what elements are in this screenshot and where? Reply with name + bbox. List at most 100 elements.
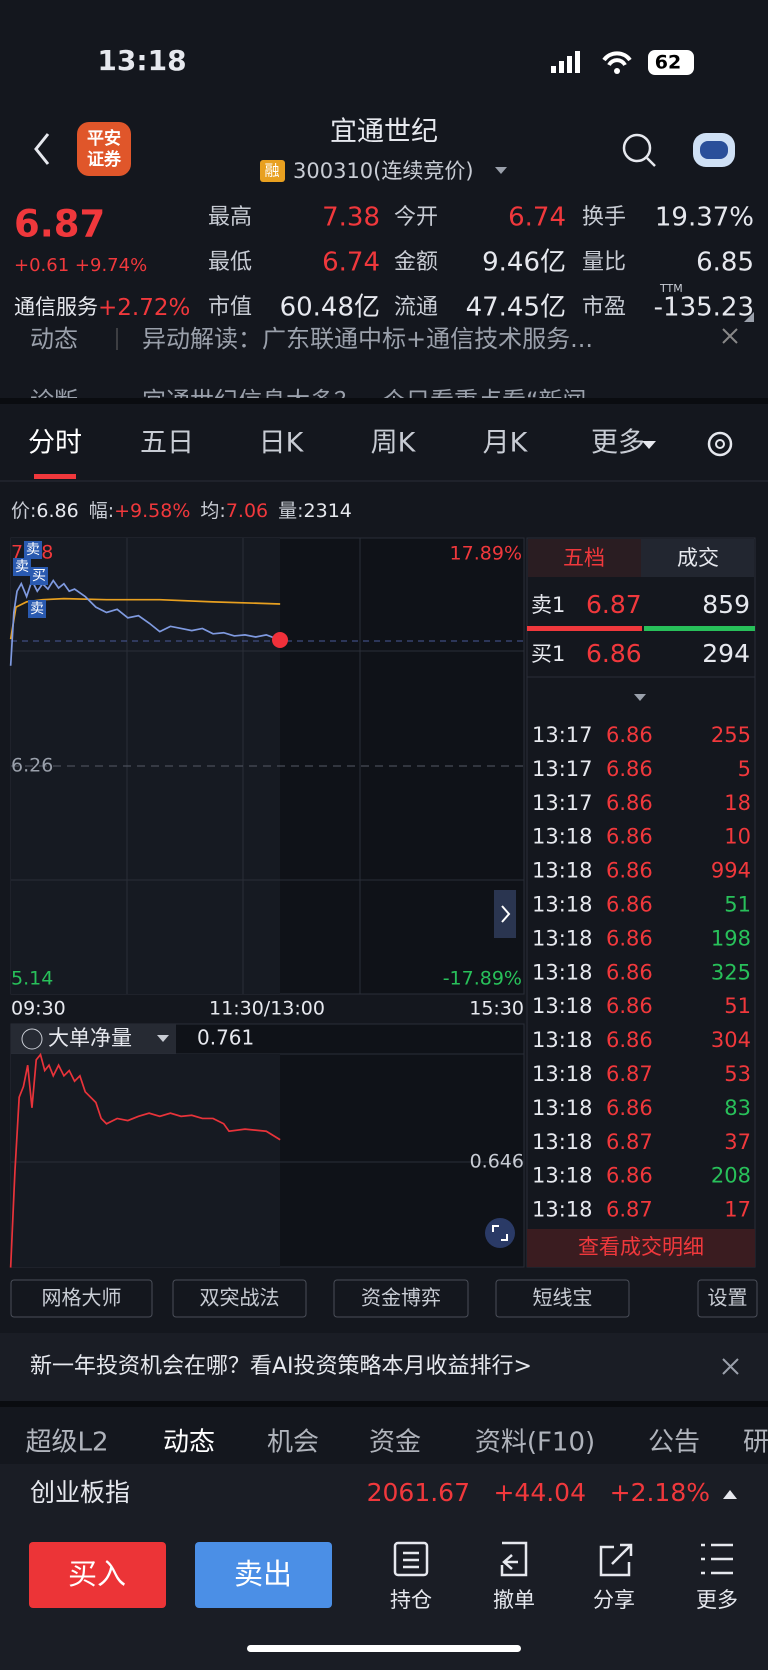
change: +0.61 (14, 255, 69, 276)
banner[interactable] (0, 1333, 768, 1401)
info-value: 6.86 (36, 500, 78, 522)
trade-volume: 208 (711, 1164, 751, 1188)
tool-text: 双突战法 (200, 1286, 280, 1310)
broker-logo[interactable] (77, 122, 131, 176)
action-label[interactable]: 持仓 (390, 1588, 432, 1612)
chart-tab[interactable]: 月K (483, 428, 529, 459)
stat-value: 19.37% (655, 203, 754, 233)
bottom-tab[interactable]: 超级L2 (25, 1428, 108, 1458)
expand-book[interactable] (494, 890, 516, 938)
index-bar (0, 1464, 768, 1523)
trade-time: 13:18 (532, 1028, 593, 1052)
bottom-tab[interactable]: 动态 (163, 1428, 215, 1458)
bid-price: 6.86 (586, 639, 642, 668)
indicator-arrow (157, 1035, 169, 1042)
action-label[interactable]: 分享 (593, 1588, 635, 1612)
elapsed-session (11, 1054, 280, 1267)
chart-tab[interactable]: 分时 (28, 428, 82, 459)
more-arrow[interactable] (642, 441, 656, 449)
tool-button[interactable] (333, 1279, 469, 1318)
more-icon[interactable] (701, 1543, 733, 1575)
sell-button[interactable] (195, 1542, 332, 1608)
chart-tab[interactable]: 五日 (140, 428, 194, 459)
margin-tag (260, 160, 285, 182)
action-label[interactable]: 撤单 (493, 1588, 535, 1612)
pe-sup: TTM (659, 282, 683, 295)
logo-text: 平安 (87, 128, 121, 149)
trade-volume: 83 (724, 1096, 751, 1120)
trade-volume: 255 (711, 723, 751, 747)
trade-price: 6.86 (606, 893, 653, 917)
dropdown-arrow[interactable] (495, 167, 507, 174)
chart-tab[interactable]: 周K (371, 428, 417, 459)
indicator-value: 0.761 (197, 1026, 254, 1050)
chart-tab[interactable]: 更多 (591, 428, 645, 459)
trade-time: 13:17 (532, 723, 593, 747)
trade-time: 13:18 (532, 1164, 593, 1188)
tool-text: 短线宝 (533, 1286, 593, 1310)
chart-bottom-pct: -17.89% (443, 968, 522, 990)
tool-button[interactable] (495, 1279, 630, 1318)
stat-value: 6.74 (508, 203, 566, 233)
bottom-tabs: 超级L2 动态 机会 资金 资料(F10) 公告 研 (25, 1428, 768, 1458)
book-tab[interactable] (641, 539, 754, 577)
info-value: 7.06 (226, 500, 268, 522)
trade-volume: 51 (724, 893, 751, 917)
expand-arrow (501, 905, 511, 923)
index-name: 创业板指 (30, 1478, 130, 1507)
trade-time: 13:18 (532, 960, 593, 984)
search-icon[interactable] (622, 133, 652, 163)
banner-close[interactable] (722, 1358, 739, 1375)
bottom-tab[interactable]: 资料(F10) (475, 1428, 595, 1458)
ask-label: 卖1 (531, 593, 565, 617)
chart-tabs: 分时 五日 日K 周K 月K 更多 (28, 428, 645, 459)
news-text[interactable]: 异动解读：广东联通中标+通信技术服务... (142, 325, 593, 353)
info-value: +9.58% (114, 500, 190, 522)
cancel-icon[interactable] (500, 1541, 528, 1577)
index-change: +44.04 (493, 1478, 586, 1507)
chart-tab[interactable]: 日K (259, 428, 305, 459)
status-time: 13:18 (97, 44, 186, 77)
back-button[interactable] (34, 133, 50, 165)
buy-text: 买入 (68, 1557, 126, 1591)
fullscreen-button[interactable] (485, 1218, 515, 1248)
marker-box (24, 541, 42, 559)
bottom-tab[interactable]: 机会 (267, 1428, 319, 1458)
trade-time: 13:18 (532, 825, 593, 849)
book-arrow[interactable] (634, 694, 646, 701)
index-arrow[interactable] (723, 1490, 737, 1499)
stock-title: 宜通世纪 (330, 117, 438, 148)
trade-time: 13:18 (532, 926, 593, 950)
x-label: 11:30/13:00 (209, 998, 325, 1020)
share-icon[interactable] (599, 1543, 633, 1577)
hold-icon[interactable] (393, 1541, 429, 1577)
book-tab-text: 成交 (677, 546, 719, 570)
index-value: 2061.67 (367, 1478, 470, 1507)
tool-button[interactable] (172, 1279, 307, 1318)
bottom-tab[interactable]: 研 (743, 1428, 768, 1458)
stat-value: 60.48亿 (280, 293, 380, 323)
detail-button[interactable] (527, 1229, 755, 1267)
news-close[interactable] (722, 328, 738, 344)
tool-button[interactable] (697, 1279, 758, 1318)
bottom-tab[interactable]: 资金 (369, 1428, 421, 1458)
indicator-line (9, 1052, 281, 1268)
stat-value: -135.23 (654, 293, 754, 323)
trade-volume: 17 (724, 1198, 751, 1222)
chart-top-pct: 17.89% (450, 543, 522, 565)
news-text[interactable]: 宜通世纪信息太多？一个只看重点看“新闻 (142, 387, 586, 415)
buy-button[interactable] (29, 1542, 166, 1608)
tool-button[interactable] (10, 1279, 153, 1318)
indicator-level: 0.646 (470, 1151, 524, 1173)
action-label[interactable]: 更多 (696, 1588, 738, 1612)
indicator-selector[interactable] (11, 1024, 176, 1054)
bottom-tab[interactable]: 公告 (648, 1428, 700, 1458)
settings-icon[interactable] (707, 431, 733, 457)
avg-line (9, 597, 281, 640)
book-tab-active[interactable] (528, 539, 641, 577)
battery (648, 50, 694, 75)
expand-corner[interactable] (744, 312, 754, 322)
stat-label: 金额 (394, 250, 438, 275)
info-icon[interactable] (21, 1028, 43, 1050)
